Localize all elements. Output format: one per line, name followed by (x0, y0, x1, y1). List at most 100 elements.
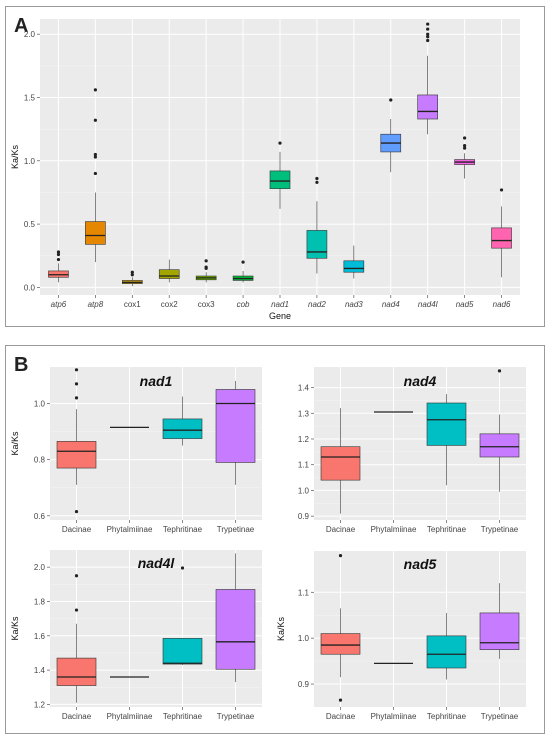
outlier-point (93, 171, 97, 176)
x-tick-label: Trypetinae (217, 712, 255, 721)
outlier-point (56, 252, 61, 257)
outlier-point (426, 27, 430, 31)
x-tick-label: Phytalmiinae (371, 525, 417, 534)
y-tick-label: 0.6 (34, 512, 46, 521)
y-tick-label: 1.8 (34, 597, 46, 606)
box-tephritinae (426, 394, 467, 486)
x-tick-label: Dacinae (62, 712, 92, 721)
y-axis-label: Ka/Ks (10, 144, 20, 169)
box-atp6 (48, 250, 69, 283)
box-trypetinae (479, 369, 520, 492)
y-tick-label: 1.0 (298, 634, 310, 643)
y-tick-label: 0.9 (298, 680, 310, 689)
x-tick-label: Phytalmiinae (371, 712, 417, 721)
box-tephritinae (426, 612, 467, 680)
panel-a-letter: A (14, 15, 29, 37)
box-trypetinae (215, 381, 256, 485)
box-dacinae (56, 368, 97, 514)
box-nad2 (306, 176, 328, 274)
x-tick-label: nad5 (456, 300, 474, 309)
outlier-point (180, 566, 185, 570)
y-tick-label: 1.1 (298, 588, 310, 597)
y-axis-label: Ka/Ks (10, 431, 20, 456)
box-body (491, 227, 512, 249)
box-body (215, 589, 256, 670)
box-body (306, 230, 328, 259)
y-tick-label: 2.0 (24, 30, 36, 39)
x-tick-label: Tephritinae (163, 525, 203, 534)
chart-2: 0.6 0.8 1.0 Dacinae Phytalmiinae Tephritinae T… (10, 367, 262, 534)
x-axis-label: Gene (269, 311, 291, 321)
box-nad4l (417, 22, 438, 135)
box-body (479, 612, 520, 650)
outlier-point (315, 180, 319, 184)
y-tick-label: 0.8 (34, 456, 46, 465)
box-body (269, 170, 291, 189)
box-tephritinae (162, 396, 203, 446)
x-tick-label: atp6 (51, 300, 67, 309)
outlier-point (338, 698, 343, 702)
y-tick-label: 1.4 (298, 384, 310, 393)
box-nad1 (269, 141, 291, 209)
x-tick-label: cox3 (198, 300, 215, 309)
x-tick-label: cox1 (124, 300, 141, 309)
x-tick-label: cob (237, 300, 250, 309)
y-tick-label: 0.9 (298, 512, 310, 521)
box-cox2 (158, 259, 180, 283)
panel-title: nad4l (138, 555, 176, 571)
outlier-point (93, 118, 97, 122)
panel-title: nad4 (404, 373, 437, 389)
x-tick-label: nad4l (418, 300, 438, 309)
outlier-point (463, 144, 467, 148)
box-body (56, 657, 97, 686)
y-axis-label: Ka/Ks (276, 616, 286, 641)
y-tick-label: 1.2 (34, 700, 46, 709)
x-tick-label: Dacinae (326, 525, 356, 534)
x-tick-label: nad3 (345, 300, 363, 309)
outlier-point (315, 176, 319, 181)
box-nad3 (343, 245, 365, 279)
y-tick-label: 2.0 (34, 563, 46, 572)
x-tick-label: Phytalmiinae (107, 525, 153, 534)
y-tick-label: 1.0 (34, 399, 46, 408)
box-nad5 (454, 136, 475, 179)
x-tick-label: Tephritinae (427, 525, 467, 534)
box-body (320, 446, 361, 481)
box-cox1 (122, 270, 143, 287)
outlier-point (241, 260, 245, 264)
x-tick-label: nad4 (382, 300, 400, 309)
chart-4: 1.2 1.4 1.6 1.8 2.0 Dacinae Phytalmiinae Tephri… (10, 550, 262, 721)
box-nad4 (380, 98, 402, 173)
x-tick-label: Trypetinae (481, 525, 519, 534)
box-trypetinae (215, 553, 256, 683)
outlier-point (463, 146, 467, 150)
box-body (158, 269, 180, 279)
y-tick-label: 1.5 (24, 93, 36, 102)
outlier-point (74, 396, 79, 400)
outlier-point (497, 369, 502, 373)
box-body (56, 441, 97, 469)
outlier-point (74, 382, 79, 386)
outlier-point (74, 608, 79, 612)
box-nad6 (491, 188, 512, 278)
box-body (426, 635, 467, 669)
y-tick-label: 1.3 (298, 409, 310, 418)
box-cox3 (195, 259, 217, 283)
outlier-point (93, 88, 97, 92)
x-tick-label: nad1 (271, 300, 289, 309)
box-dacinae (56, 574, 97, 703)
x-tick-label: Dacinae (62, 525, 92, 534)
box-body (162, 638, 203, 665)
x-tick-label: nad6 (493, 300, 511, 309)
outlier-point (130, 273, 134, 277)
box-trypetinae (479, 583, 520, 659)
panel-title: nad1 (140, 373, 173, 389)
panel-title: nad5 (404, 556, 437, 572)
y-tick-label: 1.0 (24, 157, 36, 166)
box-tephritinae (162, 566, 203, 665)
outlier-point (130, 270, 134, 274)
box-body (85, 221, 106, 245)
box-body (479, 433, 520, 458)
chart-1: 0.0 0.5 1.0 1.5 2.0 atp6 atp8 cox1 cox2 cox3 cob na… (10, 19, 520, 321)
chart-3: 0.9 1.0 1.1 1.2 1.3 1.4 Dacinae Phytalmiinae Tep… (298, 367, 526, 534)
